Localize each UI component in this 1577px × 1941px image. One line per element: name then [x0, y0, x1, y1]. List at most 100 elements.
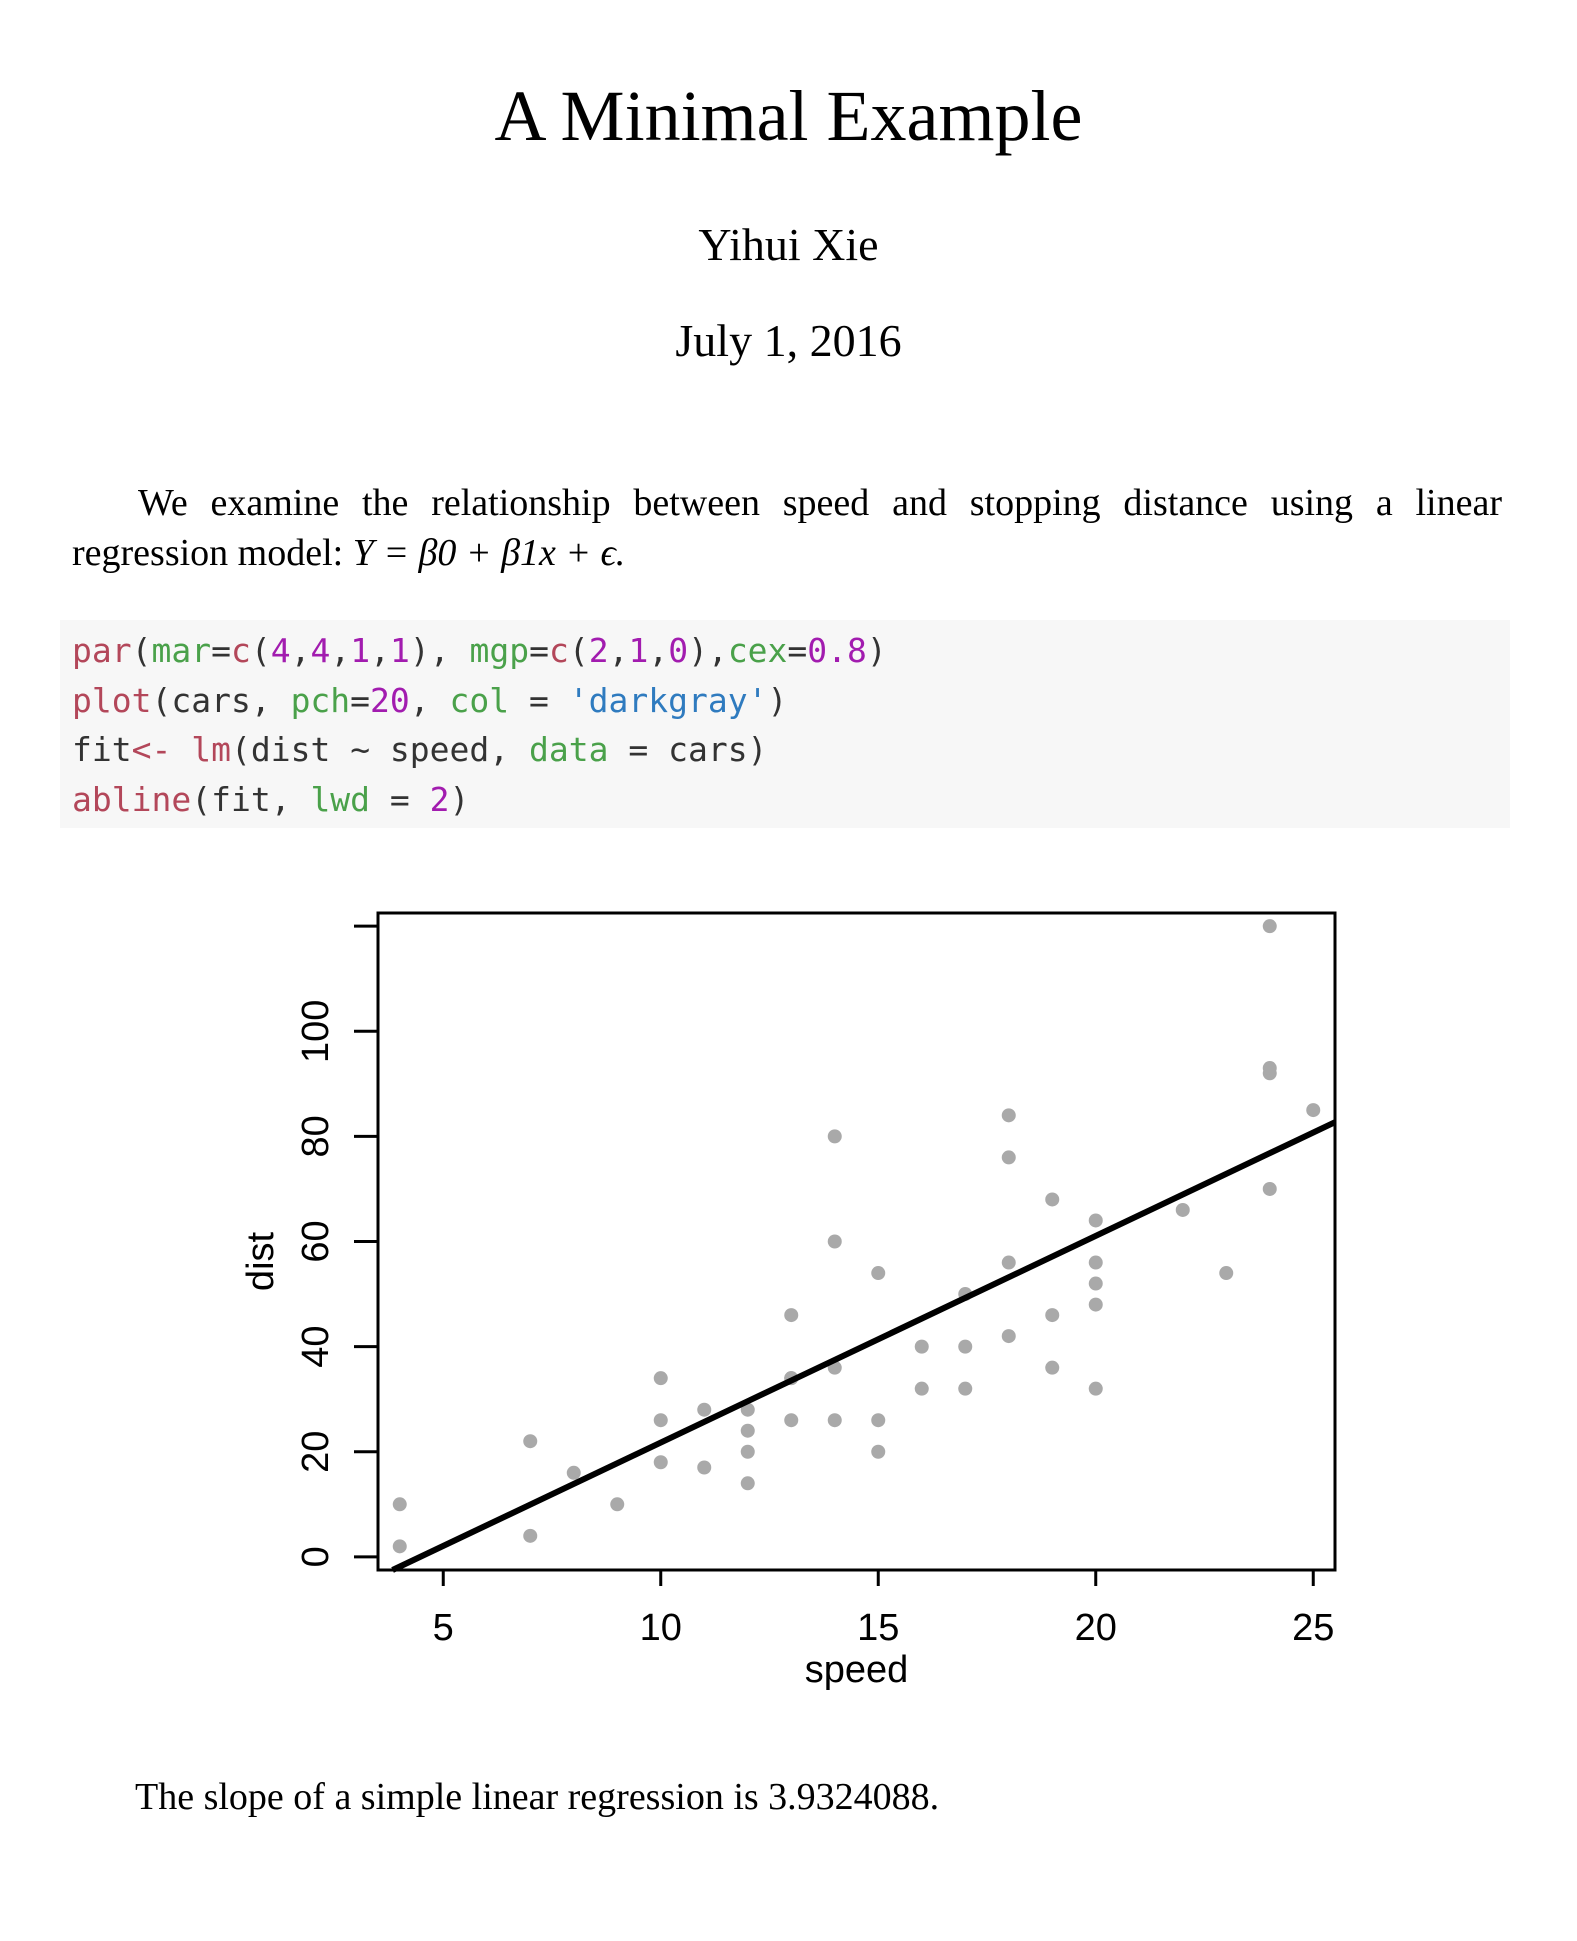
model-equation: Y = β0 + β1x + ϵ. — [352, 532, 626, 574]
code-token: c — [230, 631, 251, 670]
code-token: lm — [191, 730, 231, 769]
data-point — [827, 1413, 842, 1428]
code-token: ), — [409, 631, 470, 670]
code-token: pch — [290, 680, 351, 720]
code-block — [60, 620, 1510, 828]
intro-paragraph: We examine the relationship between spee… — [72, 478, 1502, 578]
regression-line — [391, 1119, 1337, 1573]
data-point — [914, 1339, 929, 1354]
slope-caption: The slope of a simple linear regression … — [135, 1776, 940, 1818]
data-point — [827, 1129, 842, 1144]
code-token: , — [409, 680, 450, 720]
data-point — [392, 1497, 407, 1512]
x-tick-label: 5 — [433, 1607, 454, 1649]
data-point — [1088, 1276, 1103, 1291]
code-token: 4 — [310, 631, 331, 670]
author: Yihui Xie — [698, 219, 879, 270]
code-token: abline — [72, 779, 192, 819]
data-point — [827, 1234, 842, 1249]
code-token: , — [608, 631, 629, 670]
code-token: plot — [72, 680, 152, 720]
code-token: (cars, — [151, 680, 291, 720]
data-point — [871, 1413, 886, 1428]
code-token: mgp — [469, 631, 530, 670]
data-point — [523, 1528, 538, 1543]
data-point — [697, 1460, 712, 1475]
code-token: c — [548, 631, 569, 670]
code-token: = cars) — [608, 730, 768, 769]
data-point — [1088, 1255, 1103, 1270]
code-token: = — [787, 631, 808, 670]
code-token: ( — [250, 631, 271, 670]
data-point — [1001, 1150, 1016, 1165]
data-point — [653, 1371, 668, 1386]
data-point — [566, 1465, 581, 1480]
x-tick-label: 25 — [1292, 1607, 1334, 1649]
code-token: , — [370, 631, 390, 670]
y-tick-label: 40 — [295, 1325, 337, 1367]
code-token: , — [330, 631, 351, 670]
data-point — [1306, 1103, 1321, 1118]
code-token: par — [72, 631, 132, 670]
data-point — [958, 1381, 973, 1396]
code-token: 2 — [588, 631, 609, 670]
code-line: fit<- lm(dist ~ speed, data = cars) — [72, 725, 887, 775]
code-token: 1 — [628, 631, 649, 670]
data-point — [958, 1339, 973, 1354]
code-token: = — [529, 631, 549, 670]
code-token: (dist ~ speed, — [230, 730, 529, 769]
plot-frame — [376, 911, 1337, 1572]
data-point — [653, 1413, 668, 1428]
code-token: ( — [568, 631, 589, 670]
code-token: 0 — [668, 631, 689, 670]
data-point — [871, 1444, 886, 1459]
data-point — [914, 1381, 929, 1396]
code-token: = — [350, 680, 371, 720]
data-point — [1045, 1192, 1060, 1207]
code-line: plot(cars, pch=20, col = 'darkgray') — [72, 676, 887, 726]
y-tick-label: 100 — [295, 1000, 337, 1063]
data-point — [1045, 1360, 1060, 1375]
y-tick-label: 0 — [295, 1546, 337, 1567]
code-token: = — [211, 631, 231, 670]
data-point — [784, 1308, 799, 1323]
data-point — [1262, 1181, 1277, 1196]
data-point — [1001, 1329, 1016, 1344]
code-token: ) — [866, 631, 887, 670]
code-token: data — [529, 730, 609, 769]
y-tick-label: 60 — [295, 1220, 337, 1262]
data-point — [1088, 1381, 1103, 1396]
data-point — [1175, 1202, 1190, 1217]
data-point — [697, 1402, 712, 1417]
intro-text: We examine the relationship between spee… — [72, 482, 1502, 574]
code-token: <- — [131, 730, 172, 769]
y-axis-label: dist — [240, 1231, 282, 1291]
code-token: ) — [767, 680, 788, 720]
code-token: fit — [72, 730, 132, 769]
data-point — [784, 1413, 799, 1428]
code-token: = — [370, 779, 430, 819]
x-tick-label: 20 — [1075, 1607, 1117, 1649]
data-point — [1001, 1255, 1016, 1270]
code-token: ) — [449, 779, 470, 819]
code-token: ), — [688, 631, 728, 670]
y-tick-label: 80 — [295, 1115, 337, 1157]
code-listing: par(mar=c(4,4,1,1), mgp=c(2,1,0),cex=0.8… — [72, 626, 887, 824]
data-point — [523, 1434, 538, 1449]
date: July 1, 2016 — [675, 315, 902, 366]
data-point — [740, 1423, 755, 1438]
data-point — [610, 1497, 625, 1512]
code-token: 'darkgray' — [568, 680, 768, 720]
code-token: 2 — [429, 779, 450, 819]
code-token: = — [509, 680, 569, 720]
code-token: 20 — [370, 680, 410, 720]
x-tick-label: 10 — [640, 1607, 682, 1649]
code-token: , — [648, 631, 669, 670]
code-token: , — [290, 631, 311, 670]
code-token: 1 — [389, 631, 410, 670]
x-axis-label: speed — [805, 1649, 909, 1691]
data-point — [1219, 1266, 1234, 1281]
code-token: lwd — [310, 779, 371, 819]
scatter-plot: 5 10 15 20 25 0 20 40 60 80 100 speed dist — [240, 911, 1337, 1691]
code-token: cex — [727, 631, 788, 670]
